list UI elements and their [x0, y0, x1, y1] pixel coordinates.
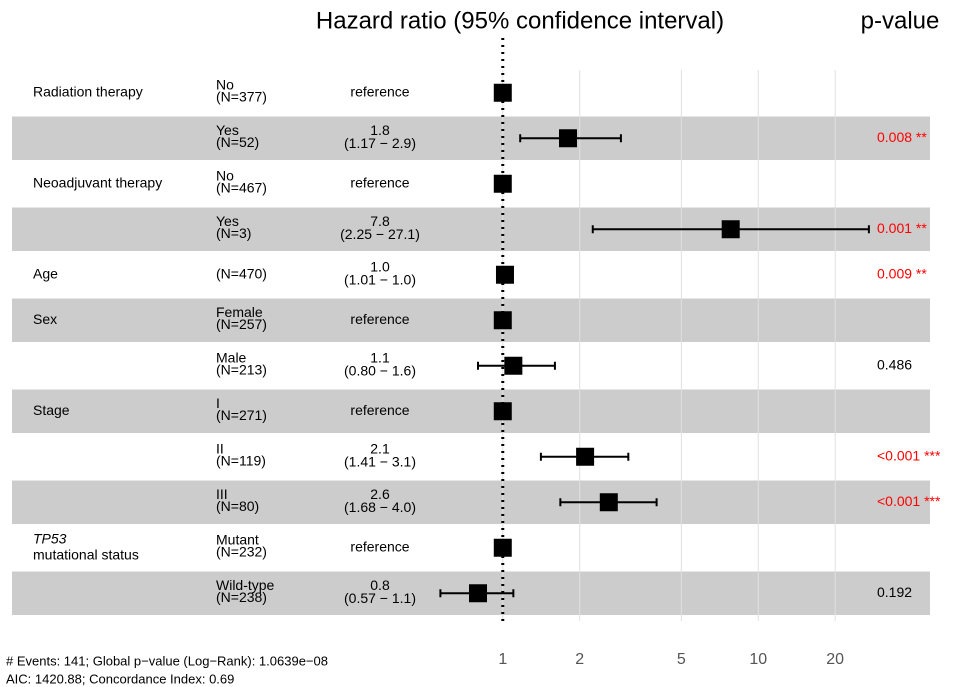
n-label: (N=377)	[216, 88, 267, 104]
variable-label: mutational status	[33, 546, 139, 562]
n-label: (N=3)	[216, 225, 251, 241]
level-label: No	[216, 167, 234, 183]
ci-label: (1.17 − 2.9)	[344, 135, 416, 151]
p-value: 0.001 **	[877, 220, 927, 236]
hr-marker	[469, 584, 488, 603]
variable-label: Sex	[33, 311, 57, 327]
level-label: III	[216, 486, 228, 502]
estimate-label: reference	[350, 83, 409, 99]
x-tick-label: 10	[749, 651, 767, 668]
hr-marker	[558, 129, 577, 148]
p-value: 0.486	[877, 356, 912, 372]
p-value: <0.001 ***	[877, 447, 941, 463]
ci-label: (2.25 − 27.1)	[340, 226, 420, 242]
hr-marker	[493, 538, 512, 557]
estimate-label: reference	[350, 174, 409, 190]
estimate-label: 0.8	[370, 577, 390, 593]
level-label: No	[216, 76, 234, 92]
ci-label: (1.68 − 4.0)	[344, 499, 416, 515]
x-tick-label: 20	[826, 651, 844, 668]
hr-marker	[576, 447, 595, 466]
level-label: Mutant	[216, 531, 259, 547]
level-label: Male	[216, 349, 247, 365]
row-shade	[12, 116, 930, 160]
hr-marker	[504, 356, 523, 375]
p-value: <0.001 ***	[877, 493, 941, 509]
footer-note: # Events: 141; Global p−value (Log−Rank)…	[6, 653, 328, 668]
hr-marker	[493, 83, 512, 102]
variable-label: TP53	[33, 530, 67, 546]
estimate-label: 1.1	[370, 349, 390, 365]
ci-label: (1.41 − 3.1)	[344, 453, 416, 469]
estimate-label: 1.0	[370, 258, 390, 274]
p-value: 0.192	[877, 584, 912, 600]
n-label: (N=467)	[216, 179, 267, 195]
variable-label: Age	[33, 265, 58, 281]
hr-marker	[599, 493, 618, 512]
footer-note: AIC: 1420.88; Concordance Index: 0.69	[6, 671, 234, 686]
n-label: (N=238)	[216, 589, 267, 605]
level-label: Yes	[216, 122, 239, 138]
row-shade	[12, 389, 930, 433]
pvalue-title: p-value	[861, 7, 940, 34]
p-value: 0.008 **	[877, 129, 927, 145]
estimate-label: 7.8	[370, 213, 390, 229]
row-shade	[12, 298, 930, 342]
p-value: 0.009 **	[877, 265, 927, 281]
ci-label: (1.01 − 1.0)	[344, 271, 416, 287]
n-label: (N=213)	[216, 361, 267, 377]
chart-title: Hazard ratio (95% confidence interval)	[316, 7, 724, 34]
ci-label: (0.57 − 1.1)	[344, 590, 416, 606]
estimate-label: reference	[350, 538, 409, 554]
n-label: (N=52)	[216, 134, 259, 150]
level-label: I	[216, 395, 220, 411]
variable-label: Radiation therapy	[33, 83, 143, 99]
n-label: (N=257)	[216, 316, 267, 332]
x-tick-label: 1	[498, 651, 507, 668]
level-label: Female	[216, 304, 263, 320]
n-label: (N=80)	[216, 498, 259, 514]
x-tick-label: 5	[677, 651, 686, 668]
level-label: Yes	[216, 213, 239, 229]
estimate-label: reference	[350, 311, 409, 327]
hr-marker	[493, 402, 512, 421]
estimate-label: 1.8	[370, 122, 390, 138]
n-label: (N=271)	[216, 407, 267, 423]
estimate-label: reference	[350, 402, 409, 418]
estimate-label: 2.6	[370, 486, 390, 502]
n-label: (N=232)	[216, 543, 267, 559]
ci-label: (0.80 − 1.6)	[344, 362, 416, 378]
hr-marker	[493, 311, 512, 330]
n-label: (N=119)	[216, 452, 266, 468]
row-shade	[12, 480, 930, 524]
estimate-label: 2.1	[370, 440, 390, 456]
level-label: II	[216, 440, 224, 456]
n-label: (N=470)	[216, 265, 267, 281]
variable-label: Neoadjuvant therapy	[33, 174, 162, 190]
hr-marker	[721, 220, 740, 239]
variable-label: Stage	[33, 402, 70, 418]
hr-marker	[495, 265, 514, 284]
hr-marker	[493, 174, 512, 193]
x-tick-label: 2	[575, 651, 584, 668]
level-label: Wild-type	[216, 577, 275, 593]
